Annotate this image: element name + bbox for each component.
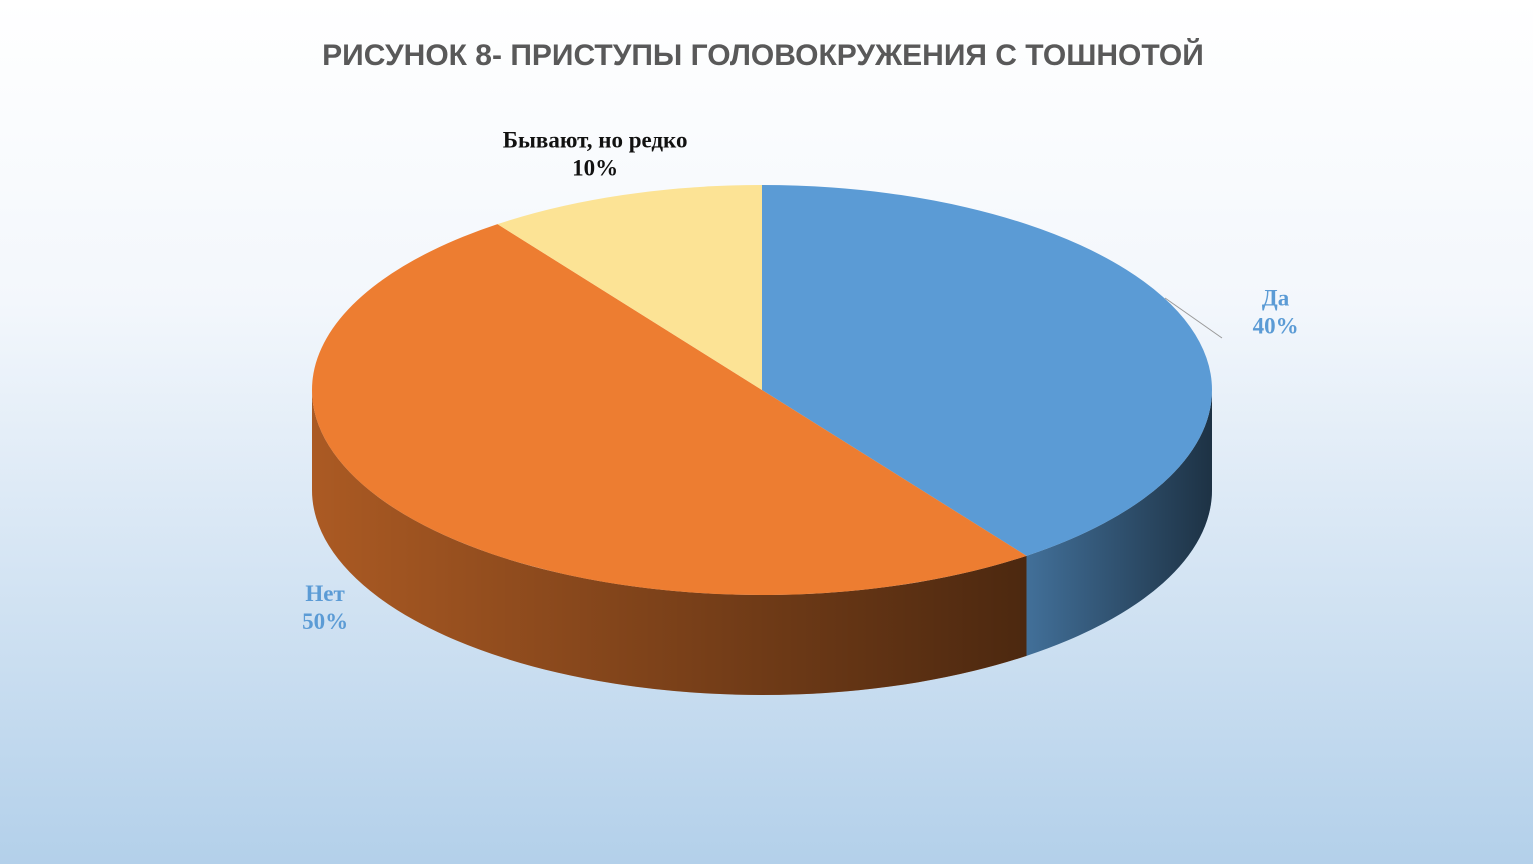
slice-value-label: 40% xyxy=(1253,313,1299,338)
slice-value-label: 50% xyxy=(302,609,348,634)
slice xyxy=(762,185,1213,556)
slice-value-label: 10% xyxy=(572,155,618,180)
slice-side-shade xyxy=(1026,390,1212,656)
slice-label: Нет xyxy=(305,581,345,606)
chart-title: РИСУНОК 8- ПРИСТУПЫ ГОЛОВОКРУЖЕНИЯ С ТОШ… xyxy=(322,38,1204,72)
pie xyxy=(312,185,1213,696)
slice xyxy=(312,224,1027,596)
slice-label: Бывают, но редко xyxy=(503,127,688,152)
slice xyxy=(497,185,762,390)
leader-line xyxy=(1164,297,1223,339)
slice-side-shade xyxy=(312,390,1027,696)
slice-label: Да xyxy=(1262,285,1290,310)
